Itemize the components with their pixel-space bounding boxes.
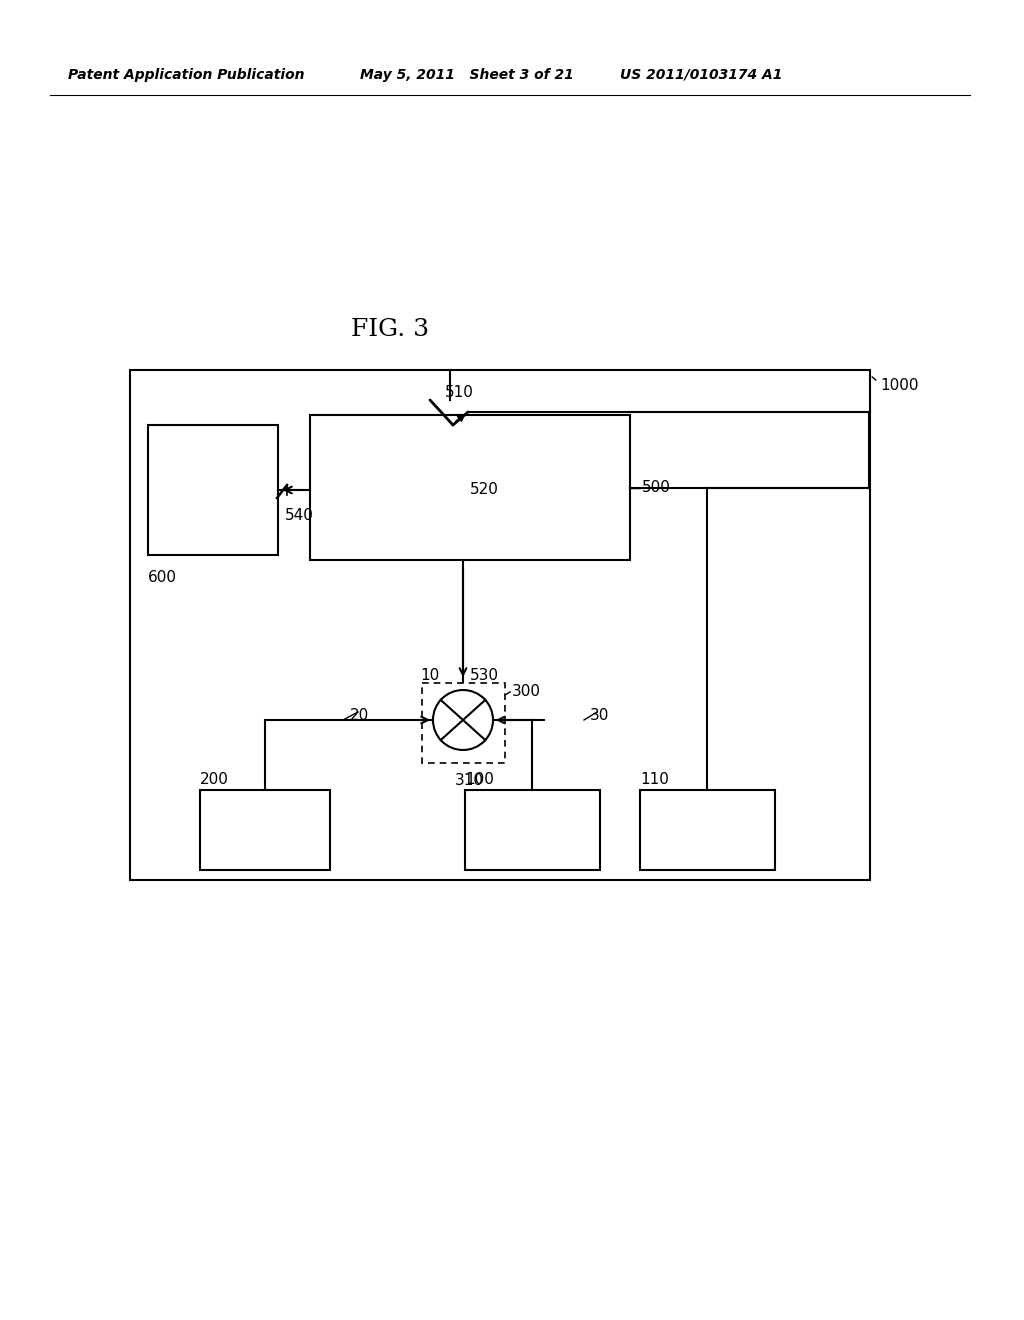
Text: 540: 540 xyxy=(285,508,314,523)
Text: US 2011/0103174 A1: US 2011/0103174 A1 xyxy=(620,69,782,82)
Text: 110: 110 xyxy=(640,772,669,787)
Text: 600: 600 xyxy=(148,570,177,585)
Bar xyxy=(422,682,505,763)
Bar xyxy=(465,789,600,870)
Text: 310: 310 xyxy=(455,774,484,788)
Text: 500: 500 xyxy=(642,480,671,495)
Bar xyxy=(310,414,630,560)
Circle shape xyxy=(433,690,493,750)
Text: 510: 510 xyxy=(445,385,474,400)
Bar xyxy=(130,370,870,880)
Text: FIG. 3: FIG. 3 xyxy=(351,318,429,342)
Text: 530: 530 xyxy=(470,668,499,682)
Text: 10: 10 xyxy=(421,668,440,682)
Text: Patent Application Publication: Patent Application Publication xyxy=(68,69,304,82)
Text: 300: 300 xyxy=(512,685,541,700)
Text: 20: 20 xyxy=(350,708,370,722)
Text: 30: 30 xyxy=(590,708,609,722)
Text: 200: 200 xyxy=(200,772,229,787)
Text: May 5, 2011   Sheet 3 of 21: May 5, 2011 Sheet 3 of 21 xyxy=(360,69,573,82)
Bar xyxy=(640,789,775,870)
Text: 520: 520 xyxy=(470,483,499,498)
Bar xyxy=(148,425,278,554)
Bar xyxy=(200,789,330,870)
Text: 100: 100 xyxy=(465,772,494,787)
Text: 1000: 1000 xyxy=(880,378,919,393)
